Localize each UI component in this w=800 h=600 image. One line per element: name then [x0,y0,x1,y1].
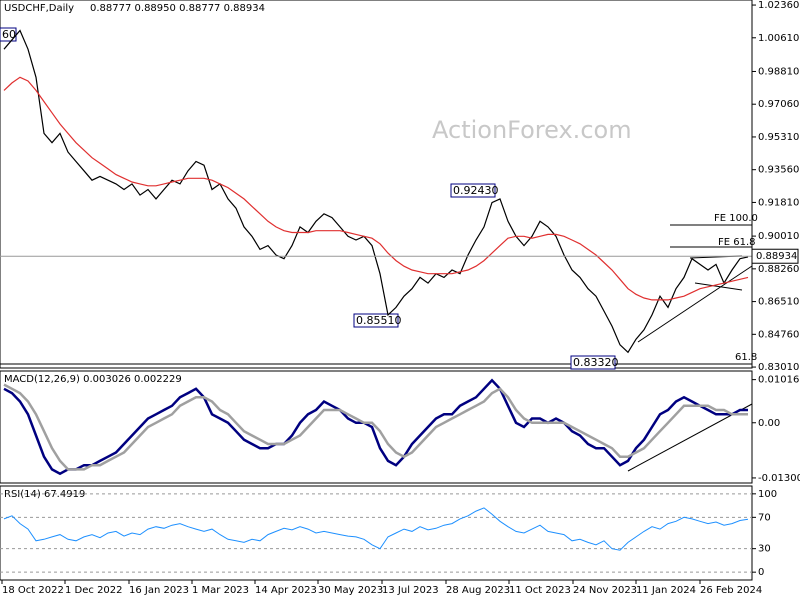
series-line [3,383,748,471]
x-tick-label: 30 May 2023 [318,585,383,596]
panel-subtitle: 0.88777 0.88950 0.88777 0.88934 [90,3,265,14]
last-price-box [751,248,799,264]
y-tick-label: 30 [758,544,771,555]
label-box [450,183,496,198]
price-label: 0.85510 [356,314,402,327]
y-tick-label: -0.013006 [758,473,800,484]
y-tick-label: 0.91810 [758,197,799,208]
price-label: 60 [2,28,16,41]
x-tick-label: 13 Jul 2023 [382,585,439,596]
x-tick-label: 11 Oct 2023 [509,585,571,596]
y-tick-label: 1.02360 [758,0,799,11]
y-tick-label: 0.93560 [758,165,799,176]
y-tick-label: 1.00610 [758,33,799,44]
fib-label: 61.8 [735,352,757,363]
x-tick-label: 1 Mar 2023 [192,585,249,596]
y-tick-label: 0.00 [758,418,780,429]
label-box [353,313,399,328]
x-tick-label: 16 Jan 2023 [129,585,189,596]
y-tick-label: 0.97060 [758,99,799,110]
trend-line [694,282,743,291]
label-box [570,355,616,370]
trend-line [637,265,753,343]
y-tick-label: 0.90010 [758,231,799,242]
fib-label: FE 61.8 [718,237,756,248]
last-price-label: 0.88934 [756,251,797,262]
y-tick-label: 0.88260 [758,264,799,275]
x-tick-label: 11 Jan 2024 [636,585,696,596]
y-tick-label: 0.83010 [758,362,799,373]
series-line [3,76,749,301]
series-line [3,29,749,354]
macd-panel [0,370,753,484]
panel-title: MACD(12,26,9) 0.003026 0.002229 [4,374,182,385]
rsi-panel [0,485,753,581]
price-label: 0.92430 [453,184,499,197]
price-panel [0,0,753,369]
x-tick-label: 26 Feb 2024 [700,585,762,596]
y-tick-label: 0.86510 [758,297,799,308]
y-tick-label: 0 [758,567,764,578]
y-tick-label: 0.010166 [758,375,800,386]
series-line [3,378,748,476]
y-tick-label: 0.95310 [758,132,799,143]
panel-title: RSI(14) 67.4919 [4,489,85,500]
x-tick-label: 18 Oct 2022 [2,585,64,596]
series-line [3,507,749,551]
watermark: ActionForex.com [432,116,632,144]
y-tick-label: 0.84760 [758,329,799,340]
panel-title: USDCHF,Daily [4,3,74,14]
x-tick-label: 28 Aug 2023 [446,585,510,596]
x-tick-label: 14 Apr 2023 [255,585,317,596]
y-tick-label: 70 [758,512,771,523]
y-tick-label: 0.98810 [758,66,799,77]
x-tick-label: 1 Dec 2022 [65,585,123,596]
x-tick-label: 24 Nov 2023 [573,585,637,596]
y-tick-label: 100 [758,489,777,500]
price-label: 0.83320 [573,356,619,369]
fib-label: FE 100.0 [714,213,758,224]
